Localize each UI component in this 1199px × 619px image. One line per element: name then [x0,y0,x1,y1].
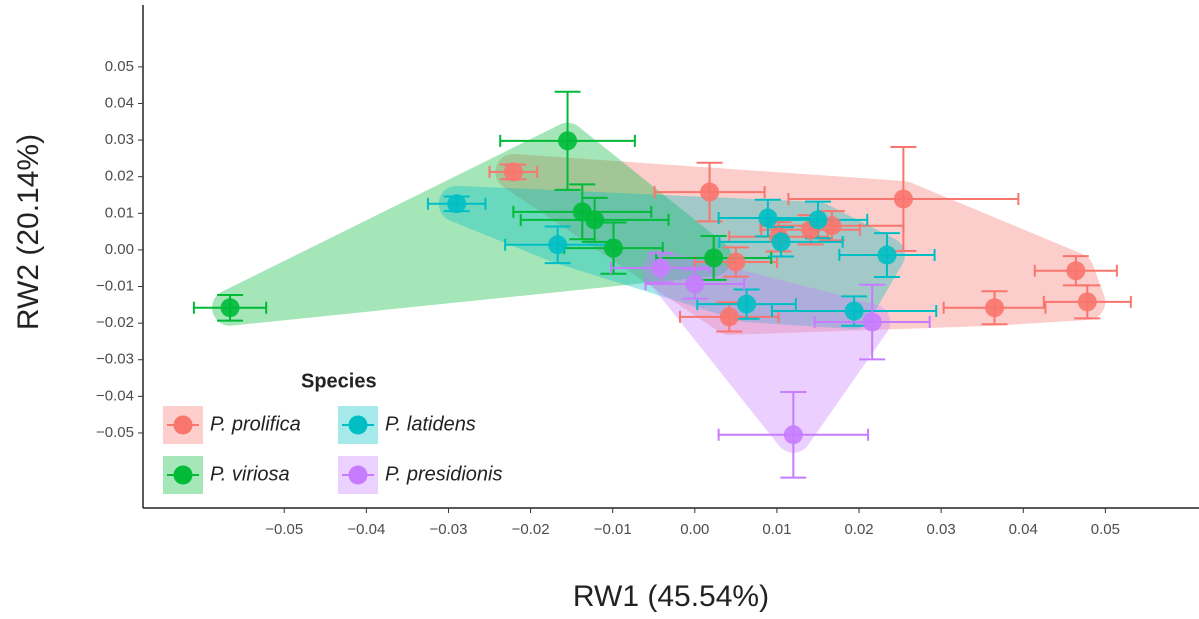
legend-label: P. latidens [385,413,476,435]
point [1077,292,1097,312]
point [447,194,467,214]
point [585,210,605,230]
y-tick-label: 0.04 [105,94,134,111]
y-tick-label: 0.05 [105,58,134,75]
x-tick-label: 0.00 [680,521,709,538]
point [862,312,882,332]
point [808,210,828,230]
y-tick-label: −0.01 [96,277,134,294]
point [985,298,1005,318]
point [783,425,803,445]
point [704,248,724,268]
point [726,252,746,272]
x-tick-label: −0.05 [265,521,303,538]
x-tick-label: 0.01 [762,521,791,538]
y-tick-label: −0.03 [96,351,134,368]
legend-key-dot [173,465,193,485]
y-tick-label: 0.01 [105,204,134,221]
x-tick-label: 0.04 [1009,521,1038,538]
x-tick-label: −0.02 [512,521,550,538]
legend-key-dot [173,415,193,435]
legend-key-dot [348,415,368,435]
hull-area [642,249,891,453]
legend-label: P. viriosa [210,463,290,485]
x-tick-label: 0.02 [844,521,873,538]
point [758,208,778,228]
point [737,294,757,314]
legend-key-dot [348,465,368,485]
legend-label: P. presidionis [385,463,502,485]
point [1066,261,1086,281]
point [604,238,624,258]
y-tick-label: −0.02 [96,314,134,331]
x-tick-label: −0.01 [594,521,632,538]
legend-label: P. prolifica [210,413,301,435]
point [844,301,864,321]
y-tick-label: 0.03 [105,131,134,148]
point [685,274,705,294]
point [503,162,523,182]
x-tick-label: −0.03 [429,521,467,538]
hull-group [212,122,732,326]
point [650,258,670,278]
point [771,232,791,252]
y-axis-title: RW2 (20.14%) [12,134,45,330]
point [548,235,568,255]
y-tick-label: 0.00 [105,241,134,258]
y-tick-label: 0.02 [105,168,134,185]
point [700,182,720,202]
point [558,131,578,151]
hull-group [642,249,891,453]
y-tick-label: −0.04 [96,387,134,404]
x-tick-label: 0.03 [927,521,956,538]
hull-area [212,122,732,326]
x-tick-label: 0.05 [1091,521,1120,538]
y-tick-label: −0.05 [96,424,134,441]
x-axis-title: RW1 (45.54%) [573,580,769,613]
point [877,245,897,265]
point [220,298,240,318]
point [893,189,913,209]
legend-title: Species [301,370,377,392]
point [719,307,739,327]
x-tick-label: −0.04 [347,521,385,538]
